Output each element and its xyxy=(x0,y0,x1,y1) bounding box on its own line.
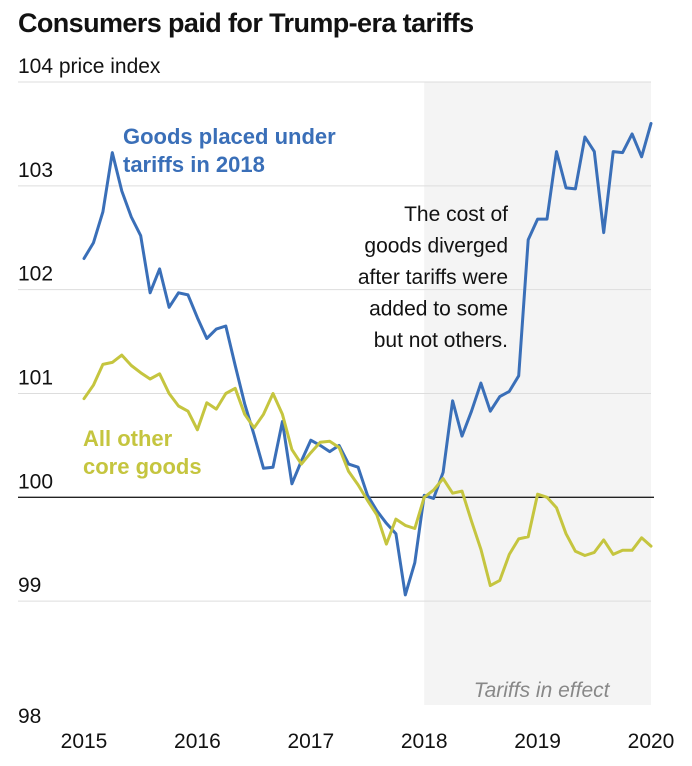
tariffed-series-label: Goods placed under tariffs in 2018 xyxy=(123,124,336,177)
y-tick-label: 99 xyxy=(18,574,41,597)
tariffed-goods-line xyxy=(82,122,653,597)
y-tick-label: 103 xyxy=(18,159,53,182)
other-series-label: All other core goods xyxy=(83,426,202,479)
y-tick-label: 102 xyxy=(18,263,53,286)
x-tick-label: 2018 xyxy=(401,730,448,753)
x-tick-label: 2020 xyxy=(628,730,675,753)
x-tick-label: 2016 xyxy=(174,730,221,753)
shaded-region-label: Tariffs in effect xyxy=(474,679,611,702)
x-tick-label: 2015 xyxy=(61,730,108,753)
chart-title: Consumers paid for Trump-era tariffs xyxy=(18,8,474,38)
y-tick-label: 104 price index xyxy=(18,55,161,78)
x-tick-label: 2019 xyxy=(514,730,561,753)
x-tick-label: 2017 xyxy=(287,730,334,753)
y-tick-label: 101 xyxy=(18,367,53,390)
other-goods-line xyxy=(82,353,653,588)
y-tick-label: 98 xyxy=(18,705,41,728)
y-tick-label: 100 xyxy=(18,470,53,493)
annotation-text: The cost of goods diverged after tariffs w… xyxy=(358,203,508,352)
